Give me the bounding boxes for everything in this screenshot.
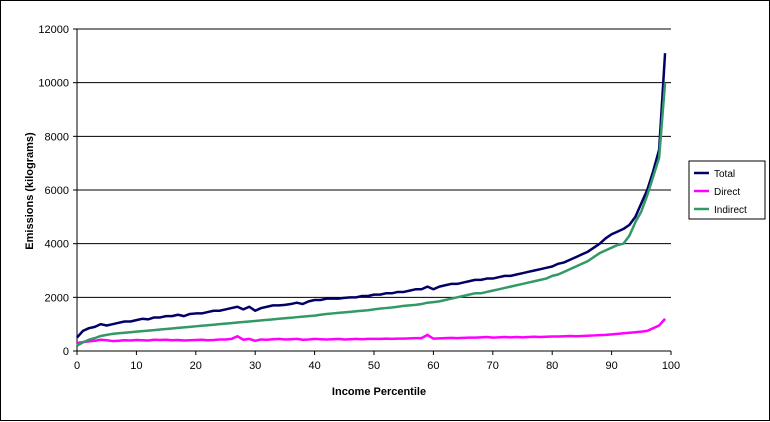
y-tick-label: 4000 (45, 239, 69, 251)
x-tick-label: 90 (605, 360, 617, 372)
y-tick-label: 10000 (38, 78, 69, 90)
x-tick-label: 50 (368, 360, 380, 372)
x-tick-label: 80 (546, 360, 558, 372)
y-tick-label: 6000 (45, 185, 69, 197)
y-axis-ticks: 0 2000 4000 6000 8000 10000 12000 (38, 24, 77, 358)
y-axis-label: Emissions (kilograms) (24, 132, 36, 250)
x-tick-label: 0 (74, 360, 80, 372)
series-line-total (76, 53, 667, 339)
x-tick-label: 100 (662, 360, 680, 372)
y-tick-label: 0 (63, 346, 69, 358)
y-tick-label: 12000 (38, 24, 69, 36)
x-tick-label: 60 (427, 360, 439, 372)
gridlines (77, 28, 671, 298)
x-tick-label: 20 (190, 360, 202, 372)
legend-label-indirect: Indirect (714, 205, 747, 216)
x-axis-label: Income Percentile (332, 386, 426, 398)
legend-label-total: Total (714, 169, 735, 180)
legend: Total Direct Indirect (688, 160, 766, 220)
legend-label-direct: Direct (714, 187, 740, 198)
series-lines (76, 53, 667, 347)
x-tick-label: 70 (487, 360, 499, 372)
x-tick-label: 40 (308, 360, 320, 372)
y-tick-label: 2000 (45, 292, 69, 304)
series-line-indirect (76, 82, 667, 347)
series-line-direct (76, 317, 666, 345)
x-tick-label: 10 (130, 360, 142, 372)
y-tick-label: 8000 (45, 131, 69, 143)
x-axis-ticks: 0 10 20 30 40 50 60 70 80 90 100 (74, 351, 680, 372)
x-tick-label: 30 (249, 360, 261, 372)
